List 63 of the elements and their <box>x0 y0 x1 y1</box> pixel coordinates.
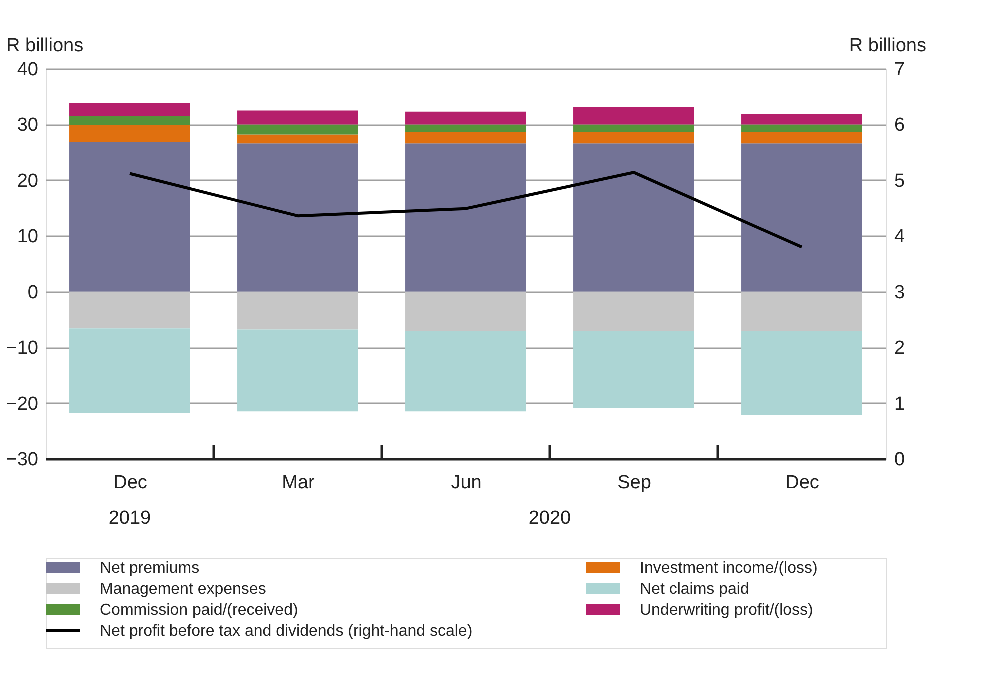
y2-tick-label: 2 <box>894 338 906 360</box>
y2-tick-label: 6 <box>894 115 906 136</box>
x-tick-label: Mar <box>282 472 316 494</box>
bar <box>574 124 694 132</box>
bar <box>70 125 190 142</box>
text: 2019 <box>108 508 152 529</box>
bar <box>238 124 358 135</box>
legend-label: Net premiums <box>100 560 200 577</box>
bar <box>406 124 526 132</box>
y2-tick-label: 1 <box>894 394 906 415</box>
legend-label: Net profit before tax and dividends (right-hand scale) <box>100 623 473 640</box>
y2-tick-label: 5 <box>894 170 906 192</box>
bar <box>238 110 358 125</box>
legend-label: Net claims paid <box>640 581 750 598</box>
bar <box>70 102 190 116</box>
bar <box>238 134 358 144</box>
legend-label: Underwriting profit/(loss) <box>640 602 814 619</box>
text: 2020 <box>528 508 572 529</box>
bar <box>238 144 358 292</box>
legend-label: Management expenses <box>100 581 266 598</box>
bar <box>70 292 190 329</box>
x-tick-label: Dec <box>786 472 820 494</box>
y2-tick-label: 3 <box>894 282 906 304</box>
x-tick-label: Jun <box>451 472 482 494</box>
x-tick-label: Dec <box>114 472 148 494</box>
bar <box>406 132 526 144</box>
bar <box>574 331 694 408</box>
bar <box>238 330 358 412</box>
bar <box>574 292 694 332</box>
y-tick-label: 20 <box>17 170 38 192</box>
y-tick-label: 30 <box>17 115 38 136</box>
bar <box>742 144 862 292</box>
bar <box>574 144 694 292</box>
bar <box>406 331 526 412</box>
bar <box>574 107 694 125</box>
x-tick-label: Sep <box>618 472 652 494</box>
y-tick-label: 40 <box>17 60 38 80</box>
bar <box>406 112 526 125</box>
bar <box>574 132 694 144</box>
y2-tick-label: 0 <box>894 450 906 470</box>
line-series <box>128 171 804 249</box>
bar <box>742 331 862 416</box>
bar <box>742 292 862 332</box>
bar <box>742 132 862 144</box>
bar <box>70 328 190 414</box>
bar <box>70 142 190 292</box>
y2-tick-label: 7 <box>894 60 906 80</box>
y-tick-label: −20 <box>6 394 38 415</box>
y-tick-label: 0 <box>28 282 38 304</box>
bar <box>238 292 358 330</box>
bar <box>70 116 190 126</box>
y-tick-label: −10 <box>6 338 38 360</box>
bar <box>742 124 862 132</box>
y2-tick-label: 4 <box>894 226 906 248</box>
bar <box>742 114 862 125</box>
bar <box>406 292 526 332</box>
y2-axis-title: R billions <box>849 36 926 56</box>
legend-label: Commission paid/(received) <box>100 602 298 619</box>
y-tick-label: −30 <box>6 450 38 470</box>
y-axis-title: R billions <box>6 36 84 56</box>
y-tick-label: 10 <box>17 226 38 248</box>
bar <box>406 144 526 292</box>
legend-label: Investment income/(loss) <box>640 560 818 577</box>
